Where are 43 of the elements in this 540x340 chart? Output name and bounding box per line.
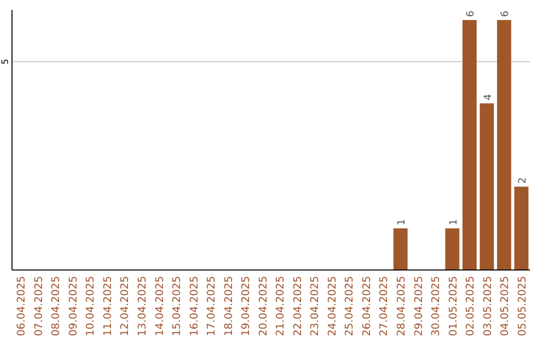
x-tick-label: 11.04.2025	[102, 276, 114, 336]
bar	[497, 20, 512, 270]
x-tick-label: 23.04.2025	[309, 276, 322, 336]
x-tick-label: 21.04.2025	[274, 276, 287, 336]
data-label: 6	[466, 10, 477, 17]
x-tick-label: 13.04.2025	[136, 276, 148, 336]
x-tick-label: 24.04.2025	[326, 276, 338, 336]
x-tick-label: 06.04.2025	[16, 276, 28, 336]
x-tick-label: 09.04.2025	[67, 276, 80, 336]
x-tick-label: 08.04.2025	[50, 276, 62, 336]
x-tick-label: 18.04.2025	[222, 276, 235, 336]
bar	[480, 103, 494, 270]
x-tick-label: 15.04.2025	[171, 276, 184, 336]
x-tick-label: 19.04.2025	[240, 276, 252, 336]
bar	[445, 228, 460, 270]
ref-line-label: 5	[1, 58, 11, 65]
x-tick-label: 01.05.2025	[447, 276, 460, 336]
data-label: 1	[396, 218, 408, 226]
x-tick-label: 05.05.2025	[516, 276, 528, 336]
bar	[393, 228, 408, 270]
x-tick-label: 02.05.2025	[464, 276, 477, 336]
data-label: 1	[448, 218, 460, 226]
x-tick-label: 27.04.2025	[378, 276, 390, 336]
data-label: 2	[517, 177, 528, 184]
x-tick-label: 04.05.2025	[499, 276, 512, 336]
x-tick-label: 29.04.2025	[412, 276, 425, 336]
x-tick-label: 22.04.2025	[292, 276, 304, 336]
x-tick-label: 12.04.2025	[119, 276, 132, 336]
x-tick-label: 10.04.2025	[84, 276, 97, 336]
x-tick-label: 14.04.2025	[154, 276, 166, 336]
x-tick-label: 07.04.2025	[32, 276, 45, 336]
x-tick-label: 17.04.2025	[206, 276, 218, 336]
x-tick-label: 25.04.2025	[344, 276, 356, 336]
bar	[514, 186, 528, 270]
x-tick-label: 16.04.2025	[188, 276, 200, 336]
x-tick-label: 30.04.2025	[430, 276, 442, 336]
bar	[462, 20, 477, 270]
x-tick-label: 28.04.2025	[396, 276, 408, 336]
x-tick-label: 26.04.2025	[360, 276, 373, 336]
x-tick-label: 03.05.2025	[482, 276, 494, 336]
data-label: 4	[482, 94, 494, 100]
data-label: 6	[500, 10, 512, 17]
x-tick-label: 20.04.2025	[257, 276, 270, 336]
